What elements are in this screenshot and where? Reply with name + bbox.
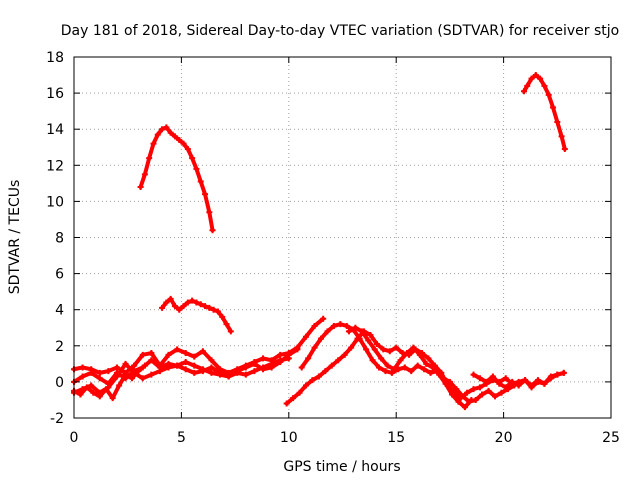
series-arc-k bbox=[470, 369, 567, 391]
series-arc-j bbox=[345, 324, 475, 411]
data-trace-segment bbox=[106, 374, 119, 390]
data-trace-segment bbox=[207, 210, 215, 233]
x-tick-label: 25 bbox=[602, 430, 620, 446]
chart-title: Day 181 of 2018, Sidereal Day-to-day VTE… bbox=[61, 23, 619, 39]
series-arc-f bbox=[71, 346, 301, 387]
series-arc-i bbox=[298, 321, 518, 405]
data-point bbox=[560, 369, 567, 376]
y-axis-label: SDTVAR / TECUs bbox=[7, 180, 23, 295]
y-tick-label: 16 bbox=[46, 86, 64, 102]
data-trace-segment bbox=[306, 345, 317, 361]
data-trace-segment bbox=[209, 358, 223, 372]
data-point bbox=[141, 362, 148, 369]
data-point bbox=[468, 396, 475, 403]
data-trace-segment bbox=[443, 381, 455, 397]
y-tick-label: 12 bbox=[46, 158, 64, 174]
data-trace-segment bbox=[110, 383, 122, 401]
data-trace-segment bbox=[312, 316, 326, 328]
series-arc-g bbox=[71, 362, 148, 402]
y-tick-label: 8 bbox=[55, 231, 64, 247]
data-trace-segment bbox=[203, 192, 212, 215]
y-tick-label: -2 bbox=[50, 411, 64, 427]
data-trace-segment bbox=[303, 323, 317, 339]
y-tick-label: 2 bbox=[55, 339, 64, 355]
data-point bbox=[294, 346, 301, 353]
grid bbox=[74, 57, 611, 418]
x-tick-label: 0 bbox=[70, 430, 79, 446]
y-tick-label: 0 bbox=[55, 375, 64, 391]
y-tick-label: 4 bbox=[55, 303, 64, 319]
data-layer bbox=[71, 72, 568, 411]
y-tick-label: 14 bbox=[46, 122, 64, 138]
y-tick-label: 18 bbox=[46, 50, 64, 66]
data-trace-segment bbox=[157, 352, 171, 368]
data-trace-segment bbox=[357, 336, 369, 352]
data-point bbox=[561, 146, 568, 153]
x-tick-label: 20 bbox=[495, 430, 513, 446]
data-point bbox=[227, 328, 234, 335]
data-point bbox=[209, 227, 216, 234]
y-tick-label: 6 bbox=[55, 267, 64, 283]
data-trace-segment bbox=[149, 351, 162, 368]
ticks: 0 5 10 15 20 25 -2 0 2 4 6 8 10 12 14 16 18 bbox=[46, 50, 620, 446]
x-axis-label: GPS time / hours bbox=[283, 459, 400, 475]
series-arc-b bbox=[521, 72, 568, 153]
data-trace-segment bbox=[364, 347, 375, 363]
x-tick-label: 10 bbox=[280, 430, 298, 446]
x-tick-label: 15 bbox=[387, 430, 405, 446]
data-trace-segment bbox=[295, 334, 308, 350]
data-point bbox=[320, 315, 327, 322]
data-trace-segment bbox=[117, 372, 128, 388]
series-arc-a bbox=[137, 124, 216, 234]
series-arc-c bbox=[159, 295, 234, 335]
y-tick-label: 10 bbox=[46, 194, 64, 210]
x-tick-label: 5 bbox=[177, 430, 186, 446]
data-trace-segment bbox=[462, 397, 474, 410]
data-trace-segment bbox=[106, 370, 119, 386]
series-arc-h bbox=[283, 328, 567, 407]
data-trace-segment bbox=[132, 352, 145, 368]
data-trace-segment bbox=[200, 349, 214, 363]
